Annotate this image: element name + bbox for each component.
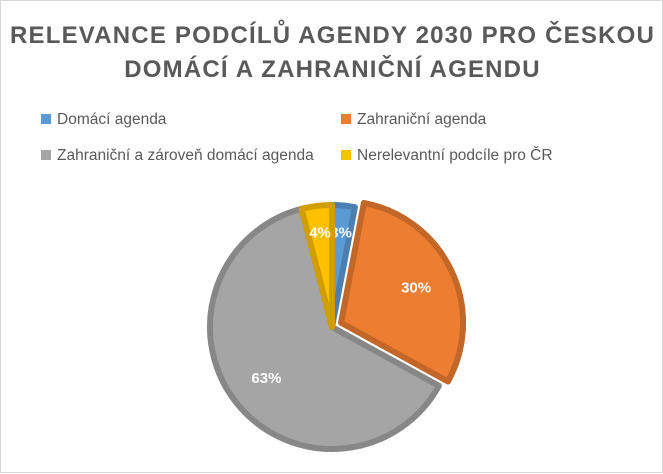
chart-title: RELEVANCE PODCÍLŮ AGENDY 2030 PRO ČESKOU… — [1, 19, 663, 87]
legend-label-both: Zahraniční a zároveň domácí agenda — [57, 147, 314, 164]
pie-slice-3 — [207, 205, 442, 452]
legend-label-foreign: Zahraniční agenda — [357, 111, 487, 128]
pie-slice-2 — [338, 199, 467, 385]
legend-item-both: Zahraniční a zároveň domácí agenda — [41, 147, 314, 165]
legend-swatch-domestic — [41, 114, 51, 124]
pie-data-label-1: 3% — [330, 224, 352, 241]
chart-title-line-2: DOMÁCÍ A ZAHRANIČNÍ AGENDU — [124, 56, 541, 83]
legend-swatch-irrelevant — [341, 150, 351, 160]
legend-label-irrelevant: Nerelevantní podcíle pro ČR — [357, 147, 553, 164]
legend-item-irrelevant: Nerelevantní podcíle pro ČR — [341, 147, 553, 165]
legend-swatch-both — [41, 150, 51, 160]
pie-slice-4 — [298, 202, 335, 330]
pie-data-label-2: 30% — [401, 279, 431, 296]
legend-item-foreign: Zahraniční agenda — [341, 111, 486, 129]
chart-title-line-1: RELEVANCE PODCÍLŮ AGENDY 2030 PRO ČESKOU — [9, 22, 655, 49]
legend-swatch-foreign — [341, 114, 351, 124]
legend-item-domestic: Domácí agenda — [41, 111, 166, 129]
pie-data-label-4: 4% — [309, 225, 331, 242]
legend-label-domestic: Domácí agenda — [57, 111, 167, 128]
pie-data-label-3: 63% — [251, 370, 281, 387]
